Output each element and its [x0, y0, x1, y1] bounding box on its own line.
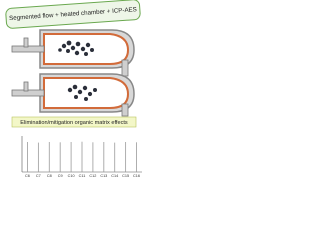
bar: [59, 142, 61, 172]
graphical-abstract: Segmented flow + heated chamber + ICP-AE…: [5, 0, 142, 178]
spray-chamber-top: [11, 29, 135, 77]
x-tick-label: C13: [100, 174, 107, 178]
x-tick-label: C7: [36, 174, 41, 178]
bar: [48, 142, 50, 172]
x-tick-label: C11: [79, 174, 86, 178]
x-tick-label: C16: [133, 174, 140, 178]
bar: [27, 142, 28, 172]
x-tick-label: C6: [25, 174, 30, 178]
x-tick-label: C10: [68, 174, 75, 178]
caption: Elimination/mitigation organic matrix ef…: [20, 120, 128, 126]
x-tick-label: C8: [47, 174, 52, 178]
bar: [136, 142, 137, 172]
bar: [114, 142, 116, 172]
bar: [37, 142, 39, 172]
x-tick-label: C9: [58, 174, 63, 178]
x-tick-label: C14: [111, 174, 118, 178]
bar: [81, 141, 83, 172]
bar: [92, 142, 94, 172]
spray-chamber-bottom: [11, 73, 135, 117]
x-tick-label: C15: [122, 174, 129, 178]
x-tick-label: C12: [89, 174, 96, 178]
caption-box: [11, 116, 137, 128]
bar: [103, 142, 105, 172]
bar: [70, 142, 72, 172]
title-box: [5, 0, 141, 29]
bar: [125, 142, 127, 172]
